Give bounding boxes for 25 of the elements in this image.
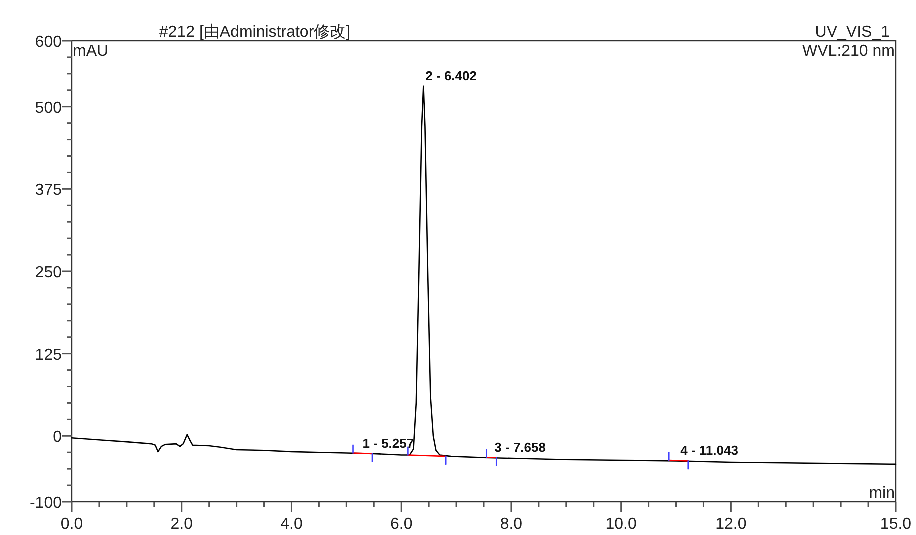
annotation: 3 - 7.658 <box>494 440 546 455</box>
annotation: 4 - 11.043 <box>680 443 738 458</box>
x-tick-label: 4.0 <box>280 516 303 533</box>
annotation: UV_VIS_1 <box>815 24 890 41</box>
x-axis-title: min <box>869 485 895 502</box>
y-tick-label: 0 <box>53 429 62 446</box>
y-tick-label: 600 <box>35 34 62 51</box>
y-axis-title: mAU <box>73 43 109 60</box>
x-tick-label: 12.0 <box>716 516 747 533</box>
x-tick-label: 2.0 <box>170 516 194 533</box>
y-tick-label: 500 <box>35 100 62 117</box>
x-tick-label: 6.0 <box>390 516 413 533</box>
annotation: 1 - 5.257 <box>362 436 414 451</box>
y-tick-label: 250 <box>35 264 62 282</box>
x-tick-label: 8.0 <box>500 516 523 533</box>
x-tick-label: 0.0 <box>60 516 84 533</box>
annotation: WVL:210 nm <box>802 43 895 60</box>
y-tick-label: 375 <box>35 182 62 200</box>
x-tick-label: 10.0 <box>606 516 638 533</box>
y-tick-label: -100 <box>30 495 62 512</box>
chart-title: #212 [由Administrator修改] <box>159 23 351 41</box>
y-tick-label: 125 <box>35 346 62 364</box>
line-series <box>71 86 897 466</box>
x-tick-label: 15.0 <box>880 516 912 533</box>
annotation: 2 - 6.402 <box>426 68 478 84</box>
